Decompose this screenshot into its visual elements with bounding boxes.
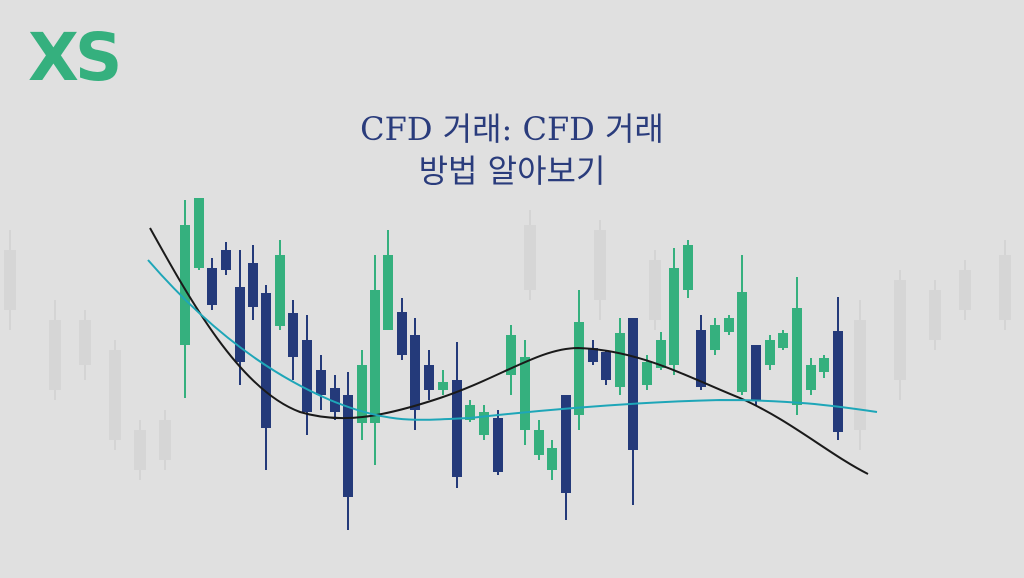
candle-body: [601, 352, 611, 380]
candle-body: [410, 335, 420, 410]
candle-body: [696, 330, 706, 387]
candle-body: [343, 395, 353, 497]
candle-body: [765, 340, 775, 365]
candle-body: [383, 255, 393, 330]
logo: XS: [28, 19, 118, 96]
candle-body: [221, 250, 231, 270]
faded-candle-body: [649, 260, 661, 320]
candle-body: [737, 292, 747, 392]
candle-body: [438, 382, 448, 390]
candle-body: [180, 225, 190, 345]
faded-candle-body: [524, 225, 536, 290]
candle-body: [534, 430, 544, 455]
candle-body: [520, 357, 530, 430]
faded-candle-body: [134, 430, 146, 470]
candle-body: [833, 331, 843, 432]
candle-body: [424, 365, 434, 390]
faded-candle-body: [159, 420, 171, 460]
candle-body: [288, 313, 298, 357]
candle-body: [683, 245, 693, 290]
candle-body: [669, 268, 679, 365]
candle-body: [574, 322, 584, 415]
candle-body: [275, 255, 285, 326]
title-line: CFD 거래: CFD 거래: [360, 110, 664, 148]
candle-body: [479, 412, 489, 435]
candle-body: [370, 290, 380, 423]
candle-body: [330, 388, 340, 412]
faded-candle-body: [929, 290, 941, 340]
candle-body: [656, 340, 666, 368]
faded-candle-body: [999, 255, 1011, 320]
candle-body: [792, 308, 802, 405]
candle-body: [547, 448, 557, 470]
faded-candle-body: [109, 350, 121, 440]
candle-body: [588, 348, 598, 362]
candle-body: [194, 198, 204, 268]
candle-body: [357, 365, 367, 423]
faded-candle-body: [854, 320, 866, 430]
trend-line: [149, 227, 869, 475]
candle-body: [642, 362, 652, 385]
candle-body: [628, 318, 638, 450]
candle-body: [806, 365, 816, 390]
faded-candle-body: [4, 250, 16, 310]
candle-body: [452, 380, 462, 477]
moving-average-line: [147, 259, 878, 421]
faded-candle-body: [79, 320, 91, 365]
candle-body: [819, 358, 829, 372]
faded-candle-body: [594, 230, 606, 300]
candle-body: [506, 335, 516, 375]
candle-body: [302, 340, 312, 412]
candle-body: [493, 418, 503, 472]
candle-body: [465, 405, 475, 420]
candle-body: [615, 333, 625, 387]
faded-candle-body: [959, 270, 971, 310]
candle-body: [397, 312, 407, 355]
candle-body: [235, 287, 245, 362]
faded-candle-body: [894, 280, 906, 380]
candle-body: [724, 318, 734, 332]
candle-body: [261, 293, 271, 428]
title-line: 방법 알아보기: [419, 152, 606, 190]
candle-body: [207, 268, 217, 305]
faded-candles: [4, 210, 1011, 480]
candle-body: [710, 325, 720, 350]
candle-body: [751, 345, 761, 400]
candle-body: [248, 263, 258, 307]
candle-body: [561, 395, 571, 493]
faded-candle-body: [49, 320, 61, 390]
candle-body: [778, 333, 788, 348]
candle-body: [316, 370, 326, 395]
